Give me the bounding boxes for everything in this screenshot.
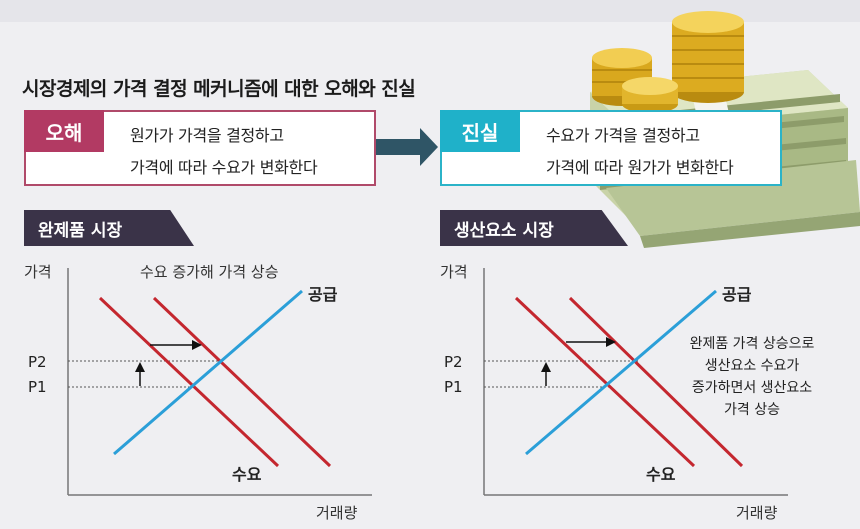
right-price-rise-arrow xyxy=(541,362,551,386)
left-demand-curve-shifted xyxy=(152,296,332,468)
myth-line-1: 원가가 가격을 결정하고 xyxy=(130,126,284,145)
right-annotation-line-2: 생산요소 수요가 xyxy=(705,358,800,374)
left-demand-shift-arrow xyxy=(150,340,202,350)
right-supply-curve xyxy=(525,289,717,456)
right-p1-label: P1 xyxy=(444,378,463,396)
page-title: 시장경제의 가격 결정 메커니즘에 대한 오해와 진실 xyxy=(22,78,416,100)
right-chart: 가격 거래량 P2 P1 공급 수요 완제품 가격 상승으로 생산요소 수요가 … xyxy=(440,263,815,522)
left-p2-label: P2 xyxy=(28,353,47,371)
right-demand-curve-shifted xyxy=(568,296,744,468)
right-annotation-line-1: 완제품 가격 상승으로 xyxy=(690,336,815,352)
left-section-tab: 완제품 시장 xyxy=(24,210,194,246)
myth-tag: 오해 xyxy=(24,110,104,152)
truth-line-2: 가격에 따라 원가가 변화한다 xyxy=(546,158,734,177)
gold-coins-icon xyxy=(592,11,744,113)
right-annotation: 완제품 가격 상승으로 생산요소 수요가 증가하면서 생산요소 가격 상승 xyxy=(690,336,815,418)
right-x-axis-label: 거래량 xyxy=(736,504,778,522)
right-demand-shift-arrow xyxy=(566,337,616,347)
right-section-tab: 생산요소 시장 xyxy=(440,210,628,246)
myth-line-2: 가격에 따라 수요가 변화한다 xyxy=(130,158,318,177)
left-chart: 가격 거래량 P2 P1 수요 증가해 가격 상승 공급 수요 xyxy=(24,263,372,522)
left-supply-label: 공급 xyxy=(308,285,338,304)
left-y-axis-label: 가격 xyxy=(24,263,52,281)
truth-tag: 진실 xyxy=(440,110,520,152)
right-annotation-line-4: 가격 상승 xyxy=(724,402,780,418)
truth-card: 진실 수요가 가격을 결정하고 가격에 따라 원가가 변화한다 xyxy=(440,110,782,186)
myth-to-truth-arrow xyxy=(376,128,438,166)
right-demand-curve-original xyxy=(514,296,696,468)
left-supply-curve xyxy=(113,289,303,456)
myth-card: 오해 원가가 가격을 결정하고 가격에 따라 수요가 변화한다 xyxy=(24,110,376,186)
right-y-axis-label: 가격 xyxy=(440,263,468,281)
right-p2-label: P2 xyxy=(444,353,463,371)
left-x-axis-label: 거래량 xyxy=(316,504,358,522)
truth-line-1: 수요가 가격을 결정하고 xyxy=(546,126,700,145)
right-supply-label: 공급 xyxy=(722,285,752,304)
left-p1-label: P1 xyxy=(28,378,47,396)
left-demand-curve-original xyxy=(98,296,280,468)
left-price-rise-arrow xyxy=(135,362,145,386)
right-demand-label: 수요 xyxy=(646,465,676,484)
right-annotation-line-3: 증가하면서 생산요소 xyxy=(692,380,812,396)
left-annotation: 수요 증가해 가격 상승 xyxy=(140,263,279,281)
left-demand-label: 수요 xyxy=(232,465,262,484)
